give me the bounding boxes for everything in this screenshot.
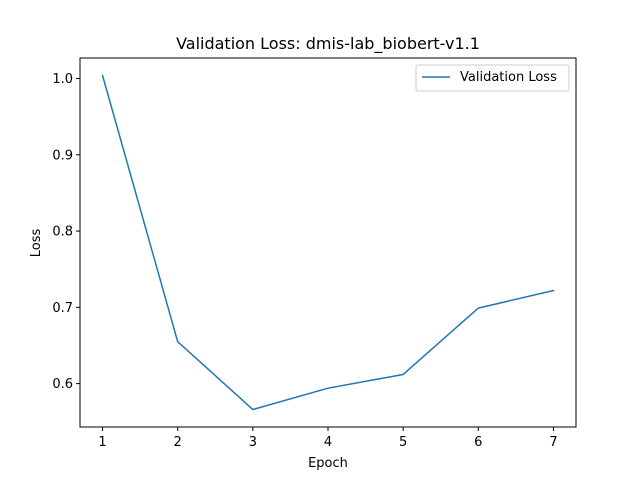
x-tick-label: 4 [324, 435, 332, 450]
chart-title: Validation Loss: dmis-lab_biobert-v1.1 [176, 34, 480, 54]
y-tick-label: 1.0 [52, 72, 73, 87]
x-tick-label: 6 [474, 435, 482, 450]
legend-entry-validation-loss: Validation Loss [460, 70, 557, 85]
y-tick-label: 0.9 [52, 148, 73, 163]
x-tick-label: 7 [549, 435, 557, 450]
x-axis-label: Epoch [308, 456, 348, 471]
y-tick-label: 0.6 [52, 377, 73, 392]
series-layer [101, 74, 555, 411]
series-line-validation-loss [101, 74, 555, 411]
y-tick-label: 0.7 [52, 301, 73, 316]
y-axis-ticks: 0.6 0.7 0.8 0.9 1.0 [52, 72, 80, 392]
x-tick-label: 1 [98, 435, 106, 450]
y-tick-label: 0.8 [52, 225, 73, 240]
x-tick-label: 2 [174, 435, 182, 450]
legend-box [415, 64, 570, 92]
x-tick-label: 5 [399, 435, 407, 450]
plot-frame [79, 57, 577, 428]
y-axis-label: Loss [29, 229, 44, 258]
plot-area [80, 58, 576, 427]
x-tick-label: 3 [249, 435, 257, 450]
x-axis-ticks: 1 2 3 4 5 6 7 [98, 427, 558, 450]
legend: Validation Loss [415, 64, 570, 92]
